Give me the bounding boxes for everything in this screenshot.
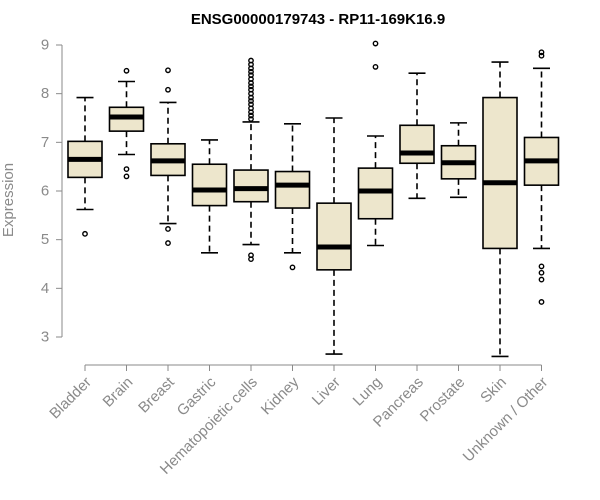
y-tick-label: 4 xyxy=(41,280,49,297)
outlier-point xyxy=(248,65,254,72)
y-tick-label: 5 xyxy=(41,231,49,248)
outlier-point xyxy=(372,64,379,70)
outlier-point xyxy=(248,109,254,116)
iqr-box xyxy=(274,170,311,209)
iqr-box xyxy=(233,169,269,203)
iqr-box xyxy=(482,96,518,250)
outlier-point xyxy=(248,98,254,104)
box-liver xyxy=(316,117,352,355)
box-skin xyxy=(482,61,518,358)
y-tick-label: 3 xyxy=(41,329,49,346)
outlier-point xyxy=(123,173,130,180)
outlier-point xyxy=(165,226,171,232)
outlier-point xyxy=(248,256,254,263)
chart-title: ENSG00000179743 - RP11-169K16.9 xyxy=(191,11,445,28)
x-tick-label: Brain xyxy=(100,374,137,411)
outlier-point xyxy=(82,230,88,237)
y-axis: 3 4 5 6 7 8 9 xyxy=(41,37,63,346)
boxes-group xyxy=(67,40,560,358)
iqr-box xyxy=(399,124,435,165)
x-tick-label: Lung xyxy=(350,374,386,410)
outlier-point xyxy=(538,299,545,305)
x-tick-label: Bladder xyxy=(46,374,95,423)
outlier-point xyxy=(372,40,379,47)
outlier-point xyxy=(248,80,254,86)
box-hematopoietic-cells xyxy=(233,57,269,263)
box-bladder xyxy=(67,96,103,237)
y-tick-label: 9 xyxy=(41,37,49,54)
outlier-point xyxy=(538,276,545,283)
x-tick-label: Skin xyxy=(477,374,510,407)
iqr-box xyxy=(191,163,228,207)
box-prostate xyxy=(440,122,477,199)
outlier-point xyxy=(289,264,296,271)
y-tick-label: 8 xyxy=(41,85,49,102)
box-pancreas xyxy=(399,72,435,200)
outlier-point xyxy=(165,67,171,74)
outlier-point xyxy=(538,52,545,59)
x-tick-label: Breast xyxy=(135,373,178,416)
x-tick-label: Prostate xyxy=(417,374,469,426)
outlier-point xyxy=(248,112,254,119)
outlier-point xyxy=(165,86,171,93)
box-lung xyxy=(357,40,394,247)
outlier-point xyxy=(538,263,545,270)
box-brain xyxy=(108,67,145,180)
outlier-point xyxy=(538,269,545,276)
y-axis-title: Expression xyxy=(0,163,17,237)
outlier-point xyxy=(123,166,130,173)
outlier-point xyxy=(248,94,254,101)
x-tick-label: Kidney xyxy=(258,373,303,418)
outlier-point xyxy=(538,49,545,56)
outlier-point xyxy=(248,116,254,122)
box-kidney xyxy=(274,123,311,271)
outlier-point xyxy=(248,68,254,75)
outlier-point xyxy=(123,67,130,74)
box-gastric xyxy=(191,139,228,254)
y-tick-label: 7 xyxy=(41,134,49,151)
box-breast xyxy=(150,67,186,246)
x-tick-label: Liver xyxy=(309,374,344,409)
iqr-box xyxy=(316,202,352,271)
outlier-point xyxy=(248,83,254,90)
box-unknown-other xyxy=(523,49,560,305)
outlier-point xyxy=(165,240,171,246)
y-tick-label: 6 xyxy=(41,183,49,200)
